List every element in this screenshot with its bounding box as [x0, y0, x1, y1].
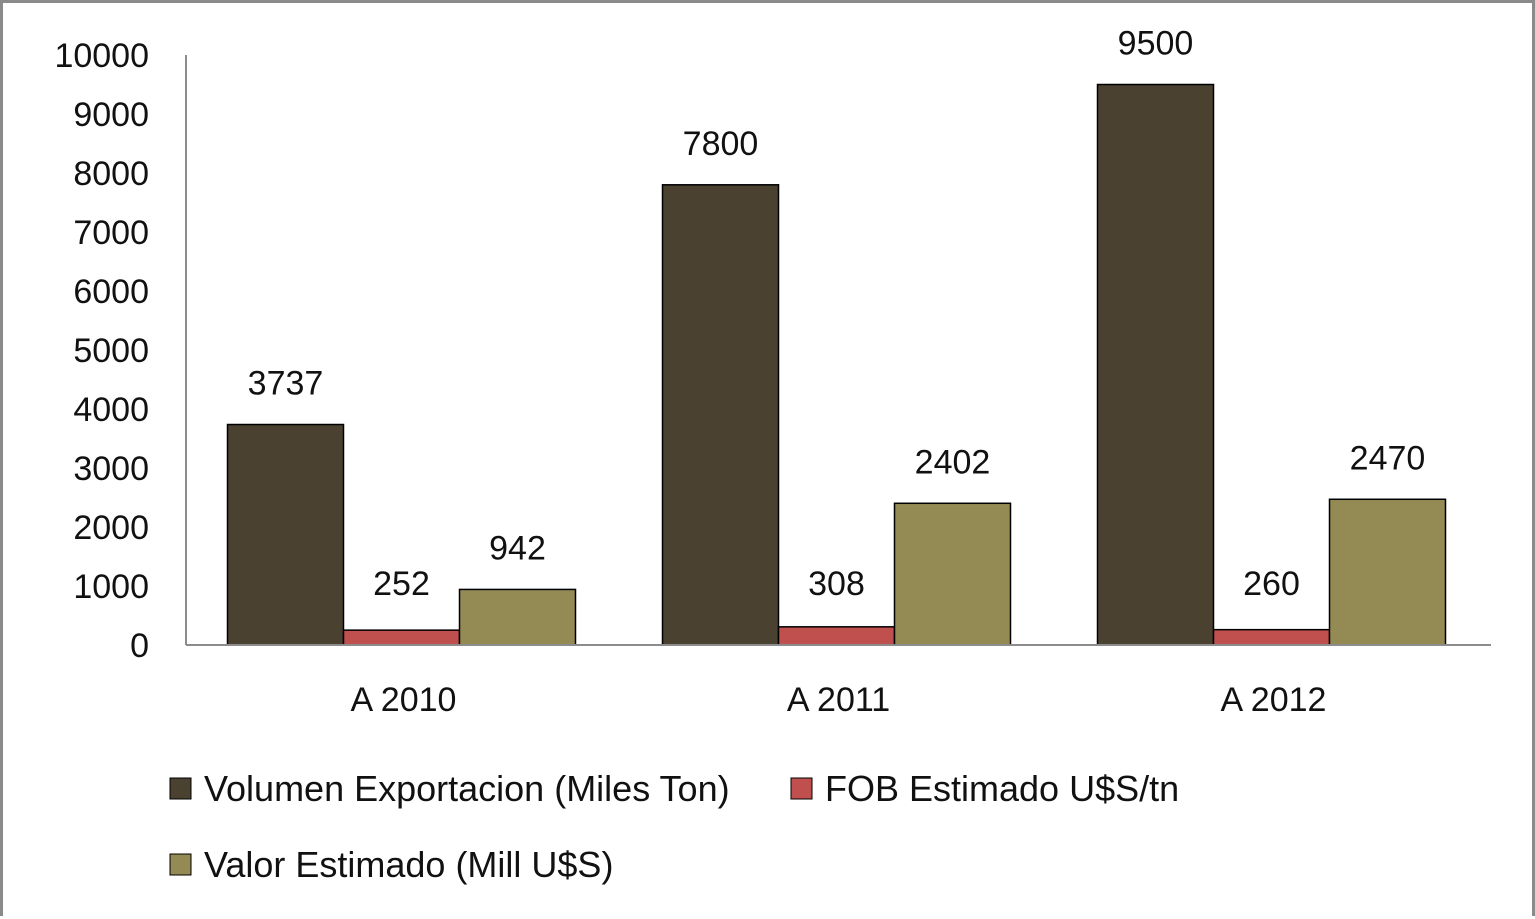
bar	[1212, 628, 1331, 646]
data-label: 2470	[1350, 439, 1426, 477]
legend-swatch	[169, 777, 192, 800]
data-label: 252	[373, 565, 430, 603]
y-tick-label: 5000	[73, 332, 149, 370]
y-tick-label: 8000	[73, 155, 149, 193]
data-label: 3737	[248, 365, 324, 403]
data-label: 260	[1243, 565, 1300, 603]
bar	[226, 423, 345, 646]
bar	[661, 184, 780, 646]
y-tick-label: 9000	[73, 96, 149, 134]
data-label: 9500	[1118, 25, 1194, 63]
legend-label: Volumen Exportacion (Miles Ton)	[204, 768, 730, 809]
data-label: 942	[489, 529, 546, 567]
data-labels: 3737 252 942 7800 308 2402 9500 260 2470	[248, 25, 1426, 604]
y-tick-label: 3000	[73, 450, 149, 488]
x-tick-label: A 2010	[351, 681, 457, 719]
y-tick-label: 10000	[54, 37, 149, 75]
y-tick-label: 1000	[73, 568, 149, 606]
y-tick-label: 7000	[73, 214, 149, 252]
bar	[342, 629, 461, 646]
bar	[1328, 498, 1447, 646]
bar	[1096, 83, 1215, 646]
bar	[458, 588, 577, 646]
x-tick-label: A 2012	[1221, 681, 1327, 719]
legend-label: FOB Estimado U$S/tn	[825, 768, 1179, 809]
x-axis: A 2010 A 2011 A 2012	[186, 644, 1491, 719]
legend-swatch	[169, 853, 192, 876]
y-tick-label: 0	[130, 627, 149, 665]
legend-swatch	[790, 777, 813, 800]
bar	[777, 626, 896, 646]
x-tick-label: A 2011	[787, 681, 890, 719]
y-tick-label: 2000	[73, 509, 149, 547]
legend-label: Valor Estimado (Mill U$S)	[204, 844, 613, 885]
y-axis: 0 1000 2000 3000 4000 5000 6000 7000 8000 9000 100…	[54, 37, 187, 665]
bar-chart: 0 1000 2000 3000 4000 5000 6000 7000 8000 9000 100…	[54, 25, 1491, 885]
bars	[226, 83, 1447, 646]
data-label: 7800	[683, 125, 759, 163]
bar	[893, 502, 1012, 646]
data-label: 308	[808, 565, 865, 603]
y-tick-label: 6000	[73, 273, 149, 311]
data-label: 2402	[915, 443, 991, 481]
legend: Volumen Exportacion (Miles Ton) FOB Estim…	[169, 768, 1179, 885]
y-tick-label: 4000	[73, 391, 149, 429]
